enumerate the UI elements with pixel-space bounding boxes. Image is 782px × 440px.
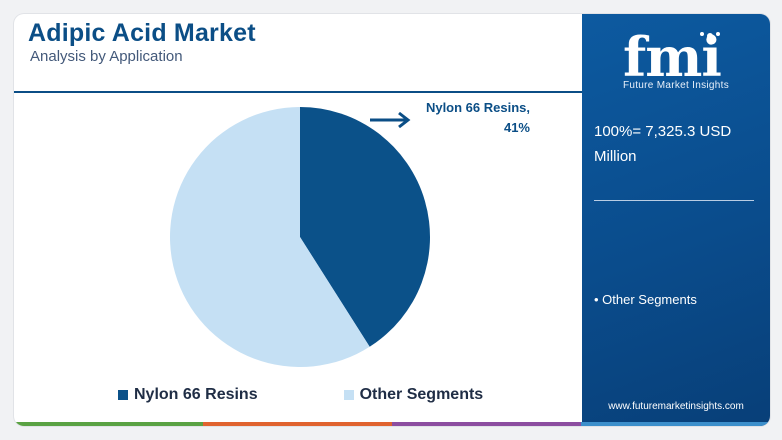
website-url: www.futuremarketinsights.com (608, 401, 744, 412)
svg-text:fmi: fmi (623, 26, 721, 89)
legend-swatch (118, 390, 128, 400)
callout-value: 41% (503, 120, 530, 135)
legend-item-nylon: Nylon 66 Resins (118, 386, 258, 404)
bar-segment-green (14, 422, 203, 426)
page-subtitle: Analysis by Application (30, 48, 183, 65)
bar-segment-orange (203, 422, 392, 426)
market-total: 100%= 7,325.3 USD Million (594, 123, 732, 165)
arrow-right-icon (370, 111, 411, 129)
panel-divider (594, 200, 754, 201)
fmi-logo: fmi (623, 26, 722, 89)
chart-card: Adipic Acid Market Analysis by Applicati… (14, 14, 770, 426)
legend-label: Nylon 66 Resins (134, 386, 258, 403)
bar-segment-purple (392, 422, 581, 426)
page-title: Adipic Acid Market (28, 19, 256, 47)
pie-callout: Nylon 66 Resins, 41% (426, 98, 530, 138)
pie-slice-nylon-66-resins (300, 107, 431, 347)
pie-slice-other-segments (170, 107, 370, 367)
pie-chart (170, 107, 431, 367)
legend-swatch (343, 390, 354, 400)
legend-item-other: Other Segments (343, 386, 484, 404)
chart-legend: Nylon 66 Resins Other Segments (118, 386, 569, 404)
info-panel: fmi Future Market Insights 100%= 7,325.3… (582, 14, 770, 426)
bar-segment-blue (581, 422, 770, 426)
header-divider (14, 91, 584, 93)
legend-label: Other Segments (359, 386, 484, 403)
logo-tagline: Future Market Insights (622, 80, 730, 91)
bottom-color-bar (14, 422, 770, 426)
callout-name: Nylon 66 Resins, (425, 100, 530, 115)
panel-note: • Other Segments (594, 292, 697, 307)
